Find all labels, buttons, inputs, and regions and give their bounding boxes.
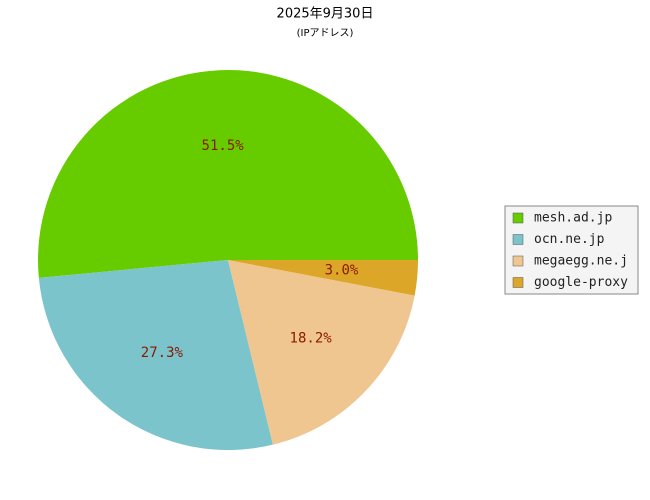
legend-label: google-proxy <box>534 275 628 290</box>
pie-slice <box>228 260 418 296</box>
data-label: 51.5% <box>202 138 245 154</box>
legend-label: mesh.ad.jp <box>534 211 612 226</box>
pie-slice <box>37 69 419 278</box>
chart-title: 2025年9月30日 <box>277 7 374 22</box>
legend-label: megaegg.ne.j <box>534 254 628 269</box>
data-label: 27.3% <box>141 345 184 361</box>
pie-slice <box>38 260 273 450</box>
legend-swatch <box>512 255 524 267</box>
legend-swatch <box>512 212 524 224</box>
data-label: 3.0% <box>325 263 359 279</box>
data-label: 18.2% <box>290 331 333 347</box>
legend-swatch <box>512 277 524 288</box>
legend-label: ocn.ne.jp <box>534 232 605 247</box>
pie-slice <box>228 260 415 445</box>
chart-subtitle: (IPアドレス) <box>297 28 354 39</box>
legend-box <box>504 205 639 295</box>
legend-swatch <box>512 234 524 245</box>
